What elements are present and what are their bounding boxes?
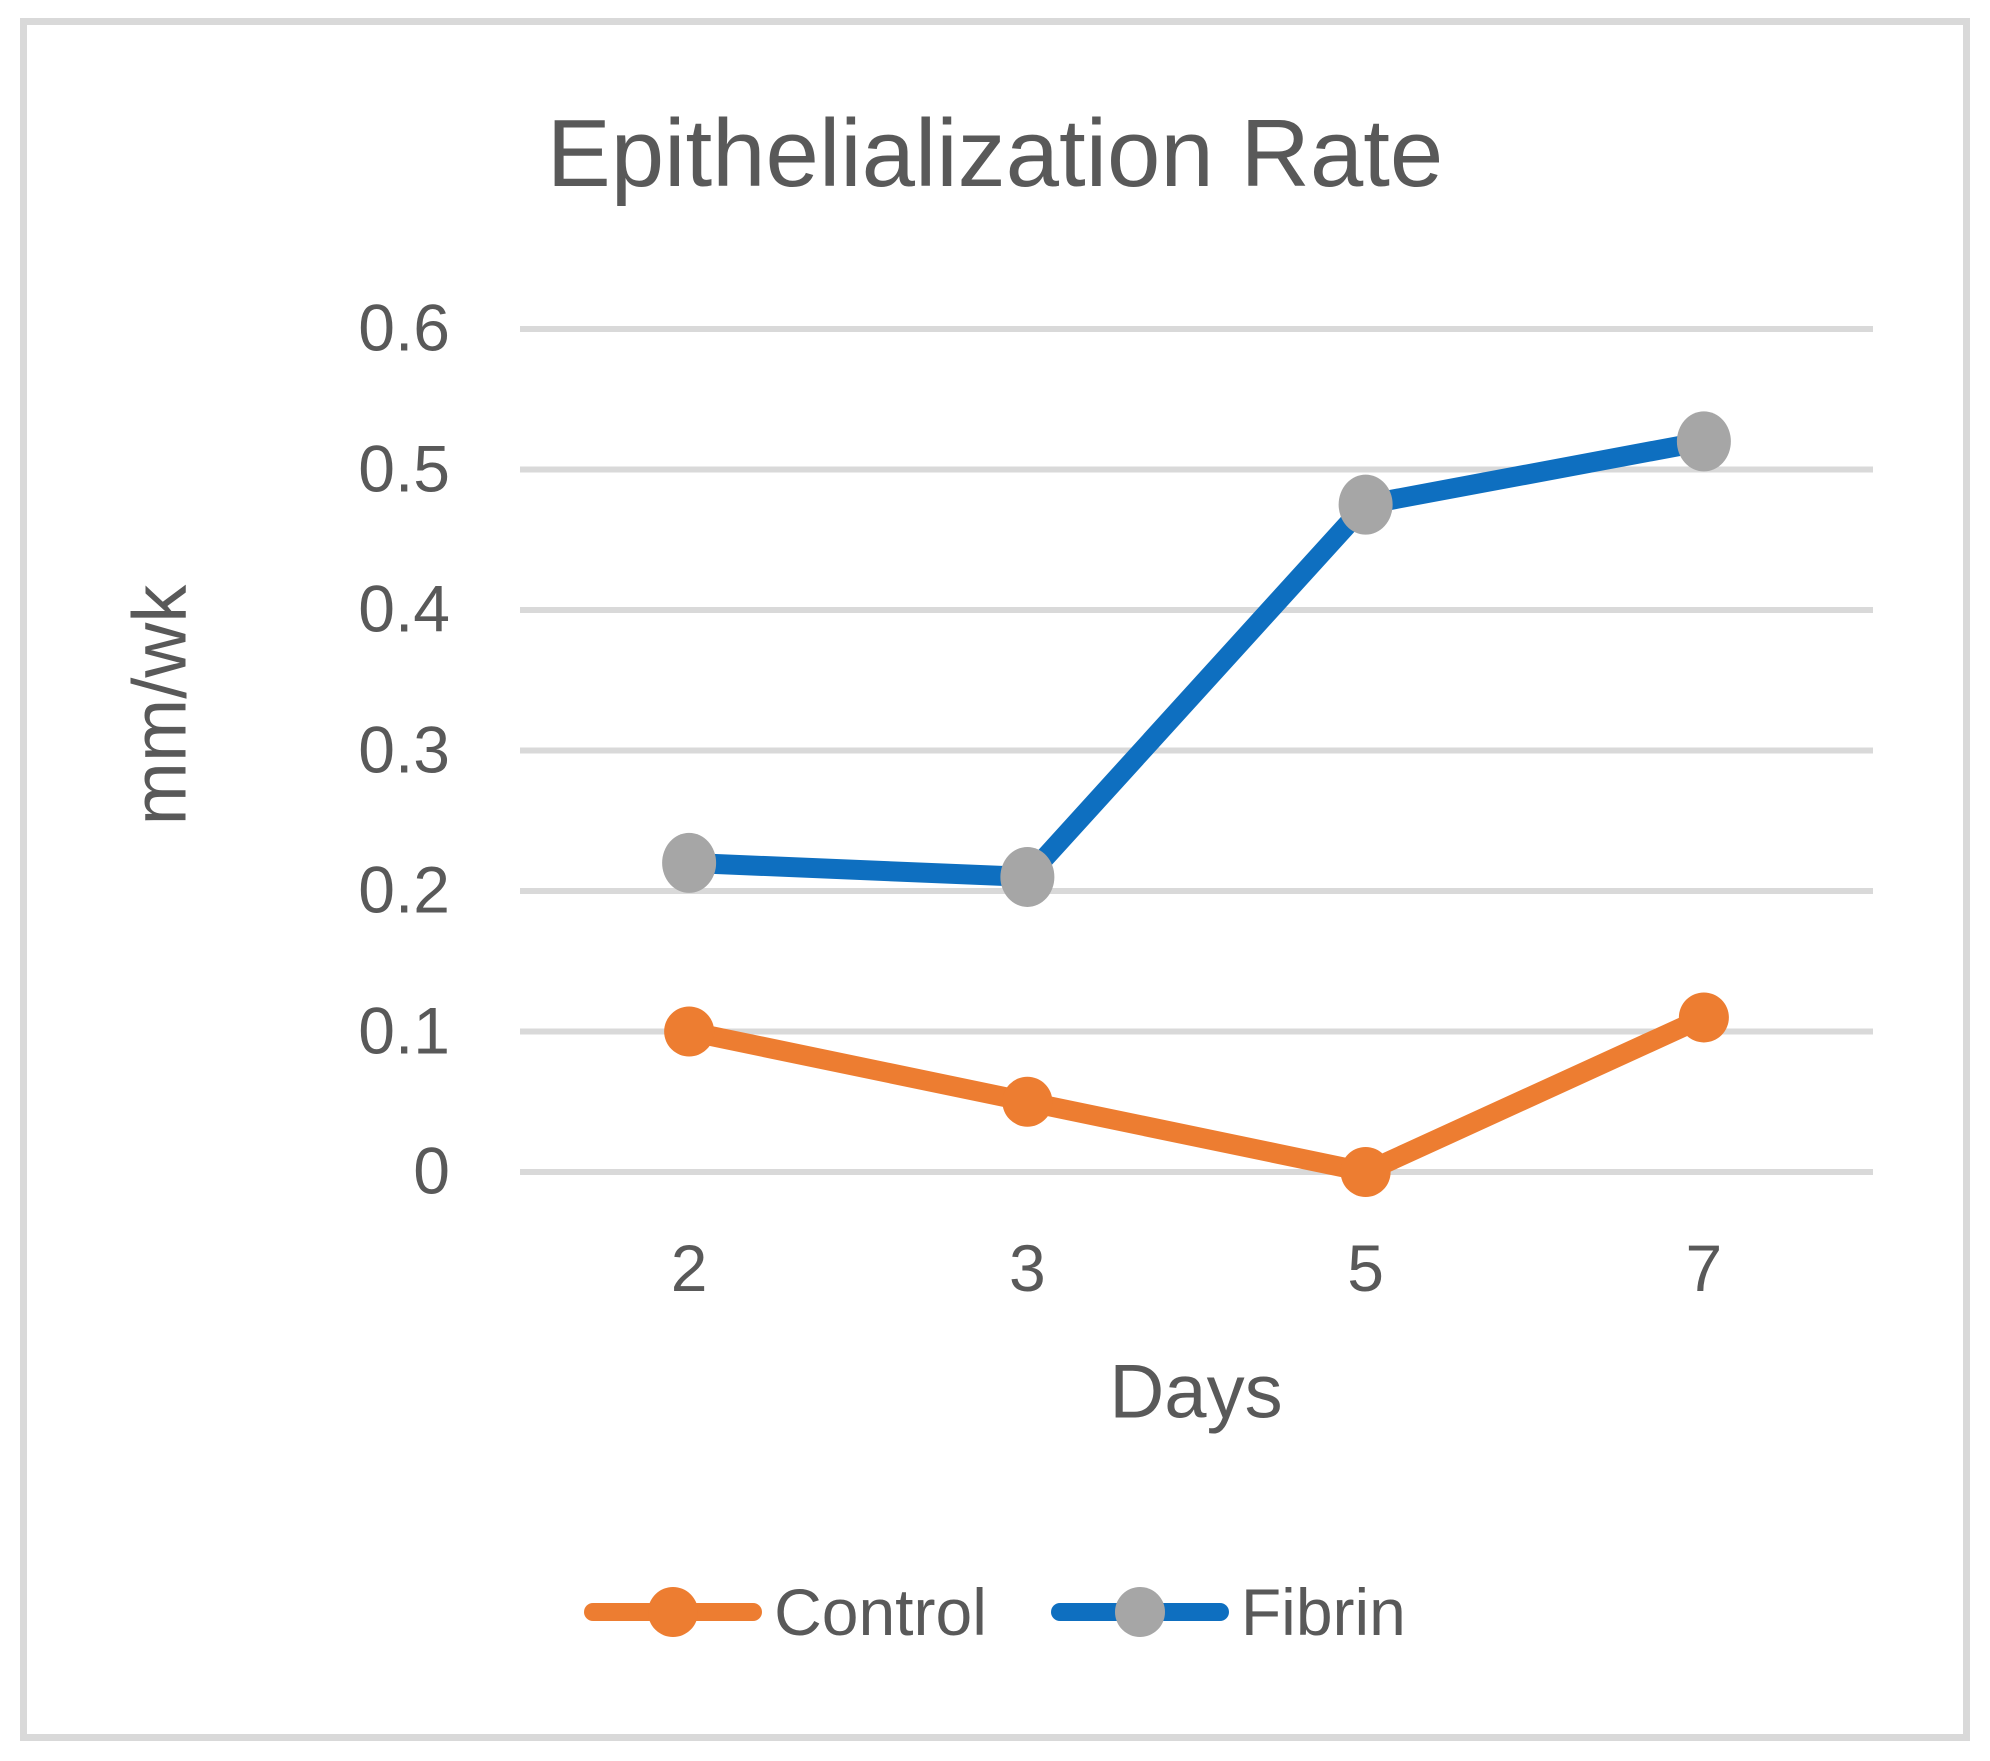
marker-control-point-2 — [1340, 1147, 1391, 1197]
legend-label-control: Control — [774, 1575, 987, 1649]
marker-control-point-1 — [1002, 1076, 1053, 1127]
x-tick-label-3: 3 — [1009, 1231, 1046, 1305]
legend-line-fibrin — [1050, 1587, 1229, 1637]
y-tick-label-0: 0 — [413, 1133, 450, 1208]
marker-control-point-3 — [1678, 992, 1729, 1043]
chart-title: Epithelialization Rate — [546, 100, 1444, 207]
legend-item-control: Control — [584, 1574, 987, 1650]
marker-fibrin-point-1 — [1000, 846, 1055, 907]
y-tick-label-0.2: 0.2 — [358, 852, 450, 927]
marker-control-point-0 — [664, 1006, 715, 1057]
series-line-fibrin — [679, 431, 1714, 887]
legend-marker-fibrin-icon — [1114, 1587, 1165, 1637]
legend-label-fibrin: Fibrin — [1240, 1575, 1406, 1649]
legend-marker-control-icon — [648, 1587, 699, 1637]
series-line-control — [679, 1007, 1714, 1182]
y-tick-label-0.5: 0.5 — [358, 430, 450, 505]
x-axis-title: Days — [1109, 1349, 1283, 1435]
x-tick-label-5: 5 — [1347, 1231, 1384, 1305]
y-tick-label-0.6: 0.6 — [358, 290, 450, 365]
marker-fibrin-point-2 — [1338, 474, 1393, 535]
y-tick-label-0.4: 0.4 — [358, 571, 450, 646]
chart-legend: Control Fibrin — [0, 1560, 1990, 1664]
y-tick-label-0.3: 0.3 — [358, 711, 450, 786]
legend-item-fibrin: Fibrin — [1050, 1574, 1406, 1650]
x-tick-label-2: 2 — [670, 1231, 708, 1305]
marker-fibrin-point-3 — [1676, 411, 1731, 472]
marker-fibrin-point-0 — [662, 832, 717, 893]
legend-line-control — [584, 1587, 763, 1637]
x-tick-label-7: 7 — [1685, 1231, 1723, 1305]
chart-frame-border — [20, 18, 1970, 1741]
y-tick-label-0.1: 0.1 — [358, 992, 450, 1067]
